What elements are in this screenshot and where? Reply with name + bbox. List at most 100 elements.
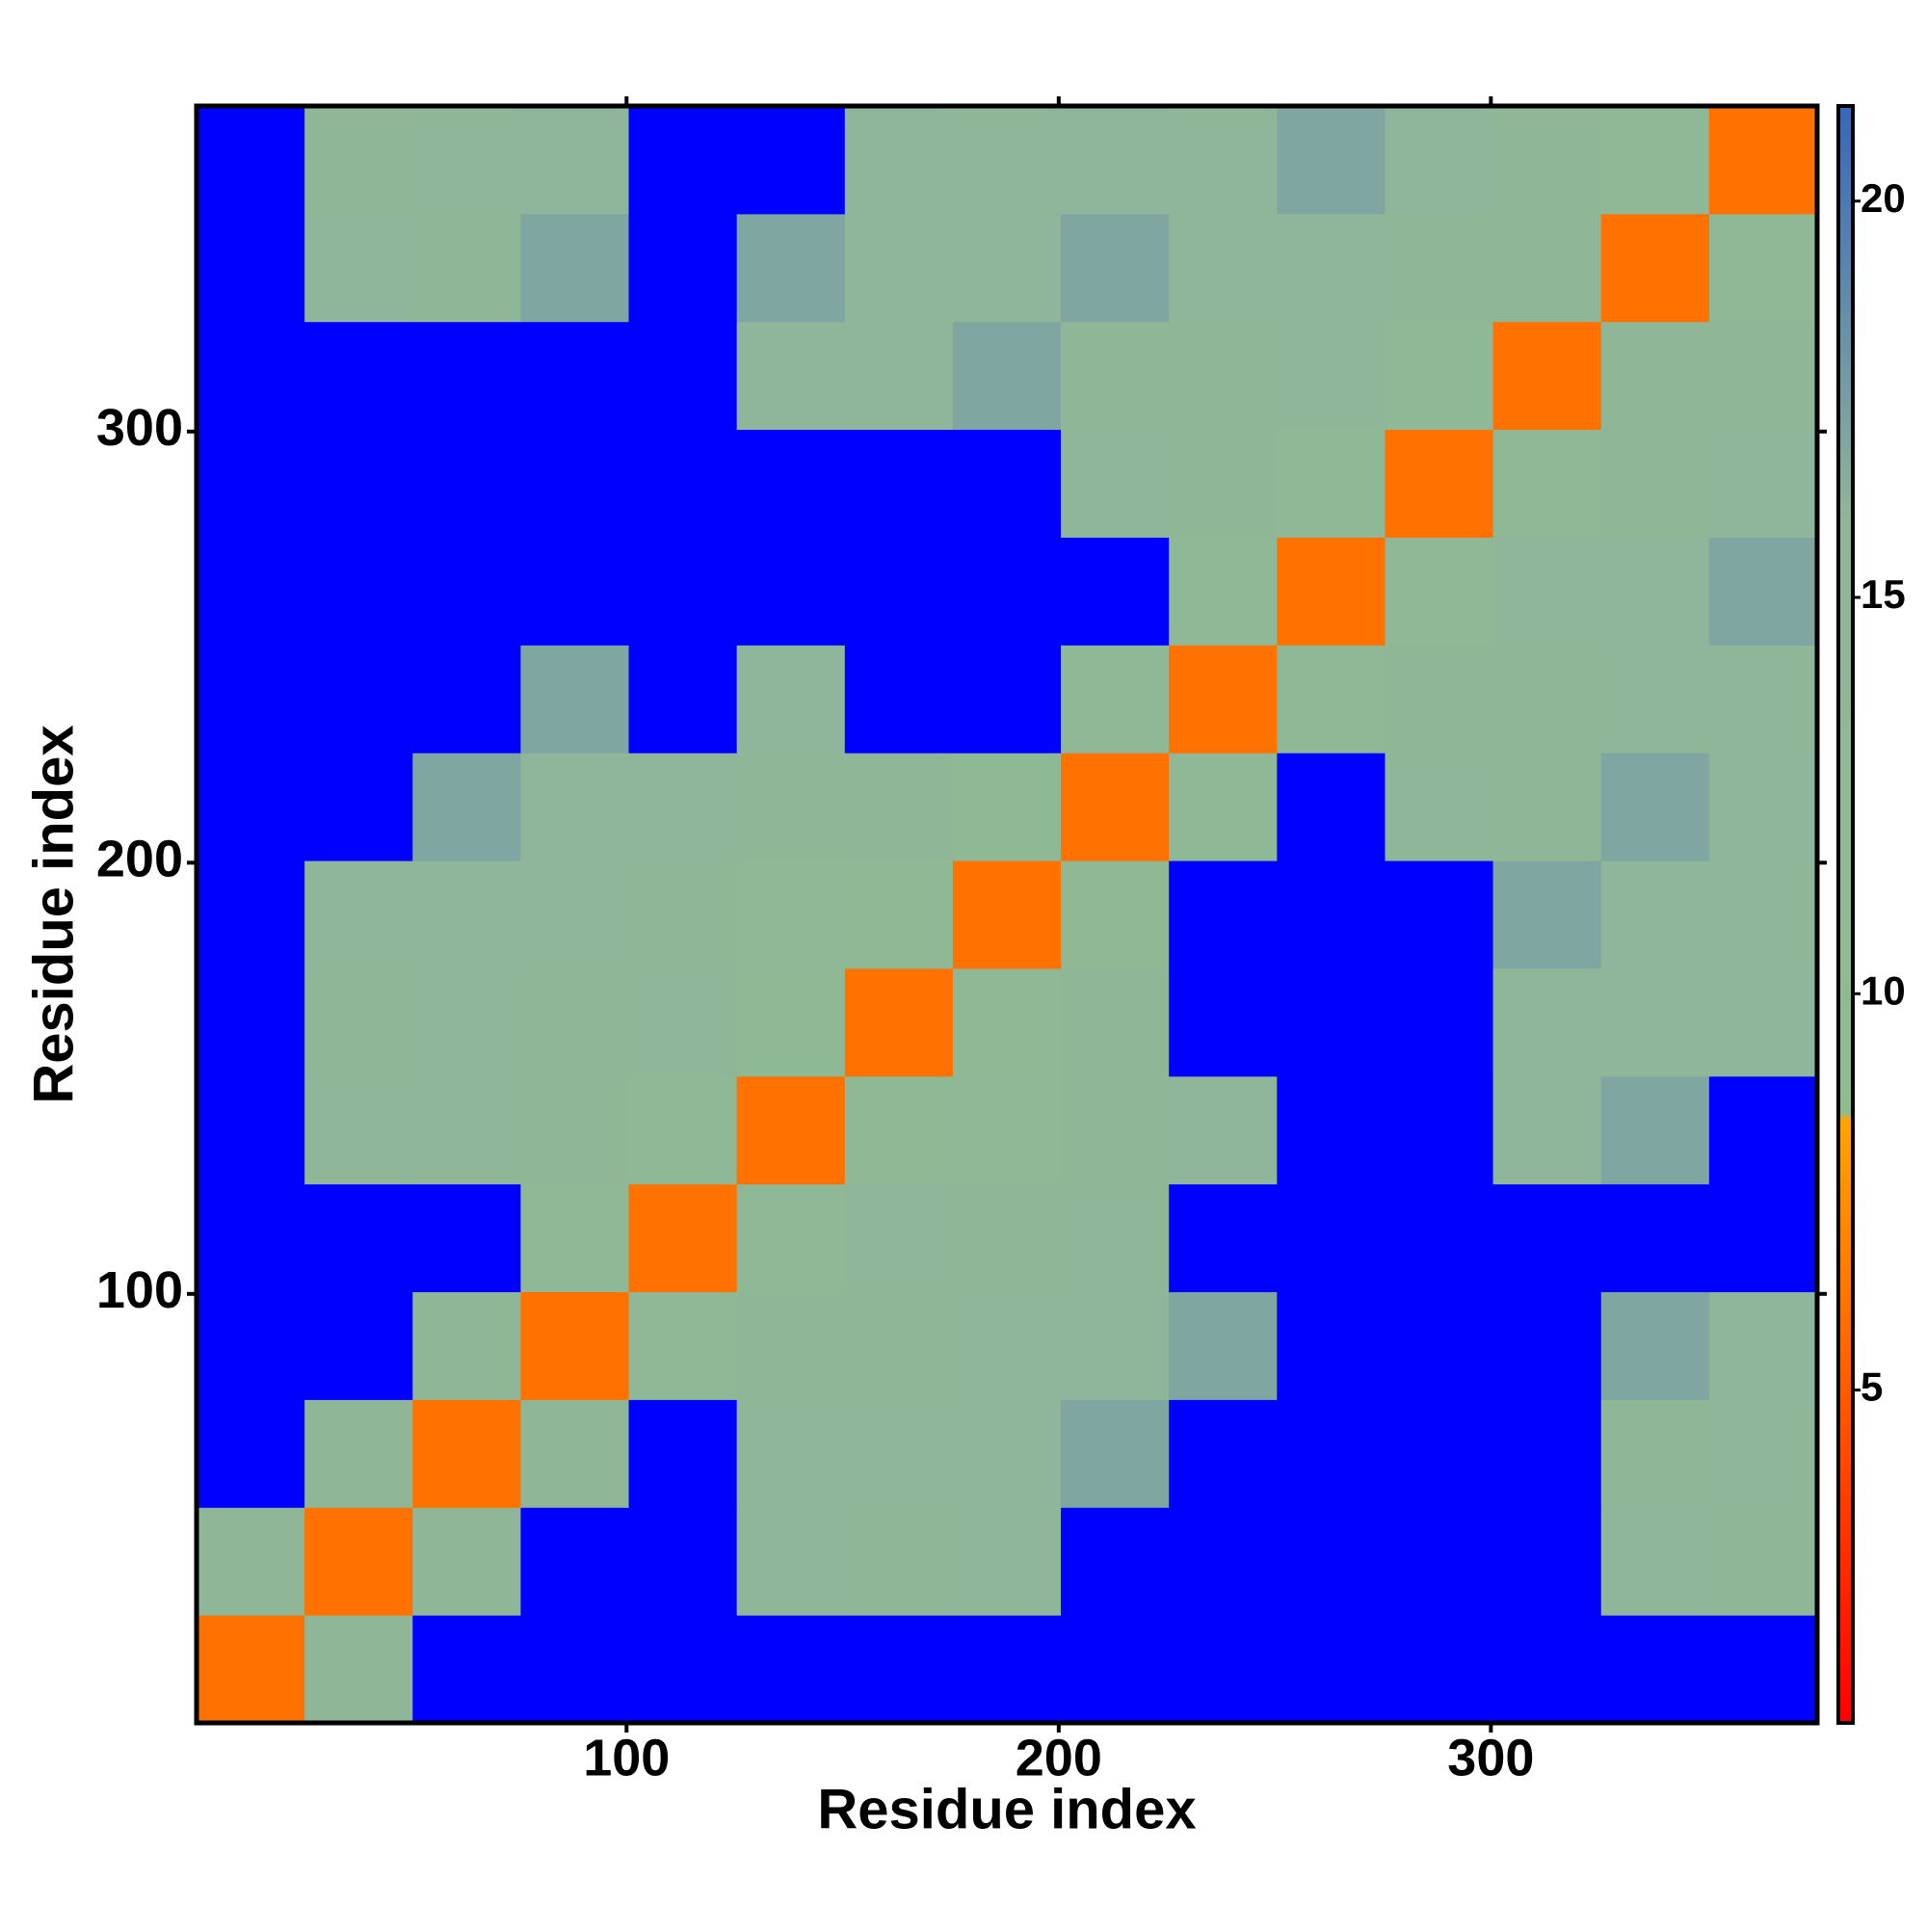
heatmap-cell [1061, 645, 1170, 754]
y-axis-title: Residue index [22, 725, 85, 1103]
heatmap-cell [520, 537, 630, 646]
heatmap-cell [1600, 1075, 1710, 1185]
heatmap-cell [412, 1183, 521, 1293]
heatmap-cell [1385, 537, 1494, 646]
heatmap-cell [1385, 1615, 1494, 1724]
heatmap-cells [197, 106, 1818, 1724]
heatmap-cell [1600, 860, 1710, 969]
heatmap-cell [952, 106, 1062, 215]
heatmap-cell [1600, 537, 1710, 646]
heatmap-cell [844, 106, 954, 215]
heatmap-cell [412, 753, 521, 861]
heatmap-cell [628, 213, 738, 323]
heatmap-cell [1600, 1399, 1710, 1508]
heatmap-cell [412, 537, 521, 646]
heatmap-cell [1385, 1399, 1494, 1508]
heatmap-cell [628, 1399, 738, 1508]
heatmap-cell [844, 321, 954, 431]
heatmap-cell [304, 753, 413, 861]
heatmap-cell [412, 1507, 521, 1616]
heatmap-cell [1600, 321, 1710, 431]
heatmap-cell [304, 429, 413, 538]
heatmap-cell [1385, 321, 1494, 431]
heatmap-cell [1708, 645, 1818, 754]
heatmap-cell [1385, 106, 1494, 215]
heatmap-cell [1492, 860, 1602, 969]
heatmap-cell [628, 967, 738, 1077]
heatmap-cell [1708, 1615, 1818, 1724]
heatmap-cell [1061, 1399, 1170, 1508]
heatmap-cell [952, 321, 1062, 431]
heatmap-cell [628, 645, 738, 754]
heatmap-cell [1600, 967, 1710, 1077]
heatmap-cell [1600, 645, 1710, 754]
heatmap-cell [628, 860, 738, 969]
heatmap-cell [1492, 645, 1602, 754]
heatmap-cell [520, 213, 630, 323]
heatmap-cell [520, 321, 630, 431]
heatmap-cell [736, 967, 846, 1077]
heatmap-cell [1385, 753, 1494, 861]
heatmap-cell [736, 645, 846, 754]
heatmap-cell [304, 1183, 413, 1293]
heatmap-cell [1169, 213, 1278, 323]
heatmap-cell [736, 1507, 846, 1616]
heatmap-cell [1600, 1507, 1710, 1616]
heatmap-cell [1061, 429, 1170, 538]
heatmap-cell [952, 1075, 1062, 1185]
heatmap-cell [197, 1291, 305, 1400]
heatmap-cell [1277, 106, 1386, 215]
y-tick-label: 200 [96, 831, 183, 888]
heatmap-cell [1492, 429, 1602, 538]
heatmap-cell [736, 860, 846, 969]
heatmap-cell [412, 1615, 521, 1724]
heatmap-cell [1600, 429, 1710, 538]
heatmap-cell [736, 106, 846, 215]
heatmap-cell [1169, 321, 1278, 431]
heatmap-cell [197, 1399, 305, 1508]
heatmap-cell [412, 1399, 521, 1508]
heatmap-cell [304, 967, 413, 1077]
heatmap-cell [197, 1615, 305, 1724]
heatmap-cell [1385, 1291, 1494, 1400]
heatmap-cell [1277, 860, 1386, 969]
heatmap-cell [1708, 429, 1818, 538]
heatmap-cell [304, 860, 413, 969]
heatmap-cell [1061, 1615, 1170, 1724]
heatmap-cell [1061, 106, 1170, 215]
colorbar [1836, 104, 1855, 1725]
heatmap-cell [1169, 1291, 1278, 1400]
heatmap-cell [628, 1183, 738, 1293]
heatmap-cell [197, 1075, 305, 1185]
heatmap-cell [1600, 213, 1710, 323]
heatmap-cell [1492, 1507, 1602, 1616]
heatmap-cell [844, 1615, 954, 1724]
heatmap-cell [1061, 967, 1170, 1077]
heatmap-cell [1600, 753, 1710, 861]
heatmap-cell [1277, 1183, 1386, 1293]
heatmap-cell [520, 1183, 630, 1293]
heatmap-cell [1708, 860, 1818, 969]
heatmap-cell [412, 213, 521, 323]
heatmap-cell [844, 1075, 954, 1185]
heatmap-cell [1492, 321, 1602, 431]
heatmap-cell [736, 1183, 846, 1293]
heatmap-cell [844, 967, 954, 1077]
heatmap-cell [304, 1399, 413, 1508]
heatmap-cell [1385, 1183, 1494, 1293]
heatmap-cell [520, 429, 630, 538]
heatmap-cell [736, 537, 846, 646]
heatmap-cell [412, 429, 521, 538]
heatmap-cell [1492, 1399, 1602, 1508]
heatmap-cell [628, 1075, 738, 1185]
heatmap-cell [844, 1399, 954, 1508]
heatmap-cell [1169, 537, 1278, 646]
heatmap-cell [844, 213, 954, 323]
heatmap-cell [412, 1075, 521, 1185]
heatmap-cell [304, 1507, 413, 1616]
x-tick-label: 200 [1016, 1729, 1102, 1786]
heatmap-cell [1708, 1291, 1818, 1400]
heatmap-cell [1169, 1615, 1278, 1724]
heatmap-cell [1385, 213, 1494, 323]
heatmap-cell [1385, 860, 1494, 969]
